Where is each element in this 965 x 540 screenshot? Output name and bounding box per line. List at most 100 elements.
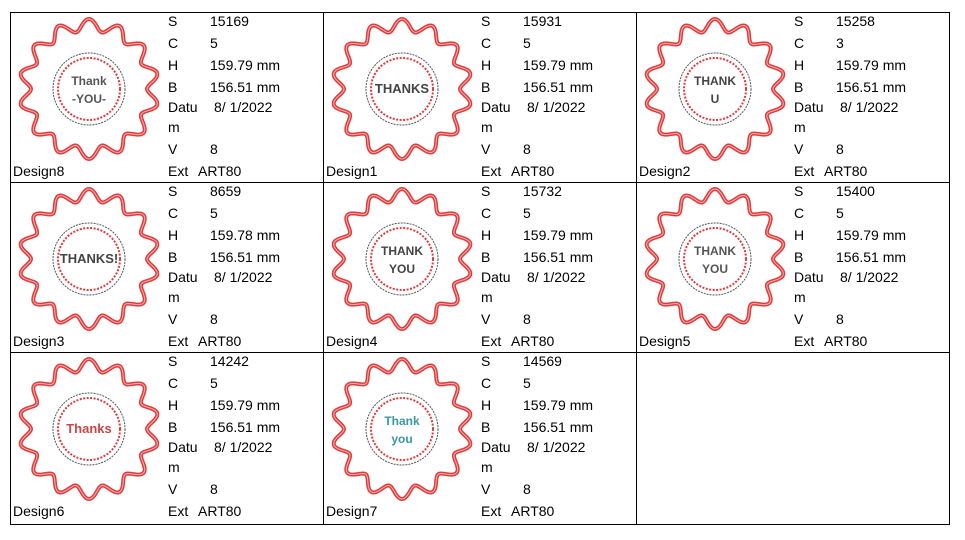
design-thumbnail[interactable]: Thank -YOU- bbox=[13, 13, 165, 163]
design-cell[interactable]: Thank -YOU- Design8 S 15169 C 5 H 159.79 mm B 15… bbox=[11, 13, 324, 183]
label-h: H bbox=[481, 227, 492, 243]
value-v: 8 bbox=[523, 311, 531, 327]
value-s: 15258 bbox=[836, 13, 875, 29]
empty-cell bbox=[637, 353, 949, 524]
label-datum1: Datu bbox=[168, 99, 198, 115]
label-b: B bbox=[481, 419, 491, 435]
label-v: V bbox=[481, 481, 491, 497]
badge-text: THANK bbox=[381, 244, 423, 258]
value-s: 14242 bbox=[210, 353, 249, 369]
value-c: 5 bbox=[210, 375, 218, 391]
label-ext: Ext bbox=[168, 163, 189, 179]
value-h: 159.78 mm bbox=[210, 227, 281, 243]
value-b: 156.51 mm bbox=[210, 249, 281, 265]
value-datum: 8/ 1/2022 bbox=[527, 99, 586, 115]
value-s: 15732 bbox=[523, 183, 562, 199]
design-cell[interactable]: THANK YOU Design5 S 15400 C 5 H 159.79 mm B 156.… bbox=[637, 183, 949, 353]
value-datum: 8/ 1/2022 bbox=[214, 269, 273, 285]
label-s: S bbox=[794, 13, 804, 29]
label-v: V bbox=[168, 141, 178, 157]
label-datum1: Datu bbox=[168, 439, 198, 455]
label-ext: Ext bbox=[794, 163, 815, 179]
value-b: 156.51 mm bbox=[210, 419, 281, 435]
label-b: B bbox=[794, 79, 804, 95]
value-ext: ART80 bbox=[824, 163, 868, 179]
value-c: 5 bbox=[210, 205, 218, 221]
design-name: Design6 bbox=[13, 503, 65, 519]
design-name: Design8 bbox=[13, 163, 65, 179]
label-c: C bbox=[481, 35, 492, 51]
design-thumbnail[interactable]: THANK U bbox=[639, 13, 791, 163]
label-b: B bbox=[168, 249, 178, 265]
label-datum2: m bbox=[481, 289, 493, 305]
value-s: 8659 bbox=[210, 183, 242, 199]
badge-text: THANK bbox=[694, 74, 736, 88]
label-c: C bbox=[168, 205, 179, 221]
value-h: 159.79 mm bbox=[210, 57, 281, 73]
label-datum2: m bbox=[168, 459, 180, 475]
value-b: 156.51 mm bbox=[210, 79, 281, 95]
label-datum2: m bbox=[794, 289, 806, 305]
label-h: H bbox=[794, 57, 805, 73]
label-s: S bbox=[168, 353, 178, 369]
label-b: B bbox=[794, 249, 804, 265]
value-datum: 8/ 1/2022 bbox=[527, 269, 586, 285]
value-b: 156.51 mm bbox=[836, 249, 907, 265]
badge-text: THANKS! bbox=[60, 251, 119, 266]
design-cell[interactable]: THANK YOU Design4 S 15732 C 5 H 159.79 mm B 156.… bbox=[324, 183, 637, 353]
label-v: V bbox=[168, 311, 178, 327]
value-ext: ART80 bbox=[511, 163, 555, 179]
label-c: C bbox=[481, 375, 492, 391]
badge-text: Thank bbox=[71, 74, 107, 88]
design-thumbnail[interactable]: THANKS! bbox=[13, 183, 165, 333]
label-s: S bbox=[481, 353, 491, 369]
badge-text: THANK bbox=[694, 244, 736, 258]
label-v: V bbox=[168, 481, 178, 497]
label-b: B bbox=[481, 249, 491, 265]
value-h: 159.79 mm bbox=[523, 57, 594, 73]
value-c: 3 bbox=[836, 35, 844, 51]
design-name: Design3 bbox=[13, 333, 65, 349]
label-ext: Ext bbox=[481, 503, 502, 519]
value-c: 5 bbox=[836, 205, 844, 221]
design-thumbnail[interactable]: THANK YOU bbox=[639, 183, 791, 333]
label-v: V bbox=[481, 141, 491, 157]
label-datum2: m bbox=[168, 119, 180, 135]
label-h: H bbox=[168, 397, 179, 413]
value-ext: ART80 bbox=[198, 163, 242, 179]
badge-text: U bbox=[711, 92, 720, 106]
value-ext: ART80 bbox=[824, 333, 868, 349]
value-c: 5 bbox=[523, 375, 531, 391]
value-b: 156.51 mm bbox=[523, 249, 594, 265]
design-thumbnail[interactable]: Thank you bbox=[326, 353, 478, 503]
badge-text: you bbox=[391, 432, 412, 446]
design-cell[interactable]: THANK U Design2 S 15258 C 3 H 159.79 mm B 156.51… bbox=[637, 13, 949, 183]
label-s: S bbox=[481, 13, 491, 29]
label-c: C bbox=[168, 35, 179, 51]
label-datum1: Datu bbox=[794, 99, 824, 115]
design-cell[interactable]: THANKS! Design3 S 8659 C 5 H 159.78 mm B 156.51… bbox=[11, 183, 324, 353]
design-thumbnail[interactable]: THANK YOU bbox=[326, 183, 478, 333]
design-thumbnail[interactable]: THANKS bbox=[326, 13, 478, 163]
design-cell[interactable]: Thank you Design7 S 14569 C 5 H 159.79 mm B 156.… bbox=[324, 353, 637, 524]
badge-text: Thank bbox=[384, 414, 420, 428]
label-v: V bbox=[481, 311, 491, 327]
design-name: Design1 bbox=[326, 163, 378, 179]
value-v: 8 bbox=[836, 311, 844, 327]
value-b: 156.51 mm bbox=[523, 79, 594, 95]
value-h: 159.79 mm bbox=[836, 57, 907, 73]
label-datum1: Datu bbox=[168, 269, 198, 285]
design-cell[interactable]: THANKS Design1 S 15931 C 5 H 159.79 mm B 156.51… bbox=[324, 13, 637, 183]
design-grid: Thank -YOU- Design8 S 15169 C 5 H 159.79 mm B 15… bbox=[10, 12, 950, 525]
design-cell[interactable]: Thanks Design6 S 14242 C 5 H 159.79 mm B 156.51… bbox=[11, 353, 324, 524]
badge-text: YOU bbox=[702, 262, 728, 276]
label-c: C bbox=[794, 205, 805, 221]
label-h: H bbox=[168, 57, 179, 73]
label-v: V bbox=[794, 311, 804, 327]
label-v: V bbox=[794, 141, 804, 157]
label-datum1: Datu bbox=[481, 269, 511, 285]
value-h: 159.79 mm bbox=[836, 227, 907, 243]
label-datum1: Datu bbox=[481, 99, 511, 115]
design-thumbnail[interactable]: Thanks bbox=[13, 353, 165, 503]
value-s: 14569 bbox=[523, 353, 562, 369]
